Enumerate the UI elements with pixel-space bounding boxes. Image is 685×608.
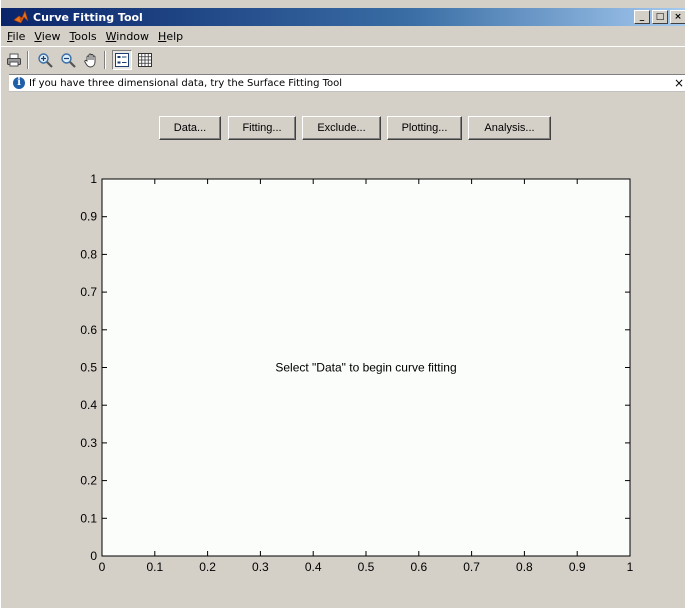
- y-tick-label: 0.2: [80, 474, 97, 488]
- x-tick-label: 0.8: [516, 560, 533, 574]
- menu-window-mnemonic: W: [105, 29, 117, 43]
- y-tick-label: 0.6: [80, 323, 97, 337]
- pan-icon: [84, 53, 96, 68]
- y-tick-label: 0.9: [80, 210, 97, 224]
- info-bar: i If you have three dimensional data, tr…: [9, 74, 685, 92]
- x-tick-label: 1: [627, 560, 634, 574]
- maximize-button[interactable]: □: [652, 10, 668, 24]
- toolbar-separator: [104, 51, 106, 69]
- window-controls: _ □ ×: [632, 10, 685, 24]
- menu-help-rest: elp: [166, 29, 184, 43]
- x-tick-label: 0.9: [569, 560, 586, 574]
- y-tick-label: 0.7: [80, 285, 97, 299]
- y-tick-labels: 0 0.1 0.2 0.3 0.4 0.5 0.6 0.7 0.8 0.9 1: [80, 172, 97, 563]
- x-tick-label: 0.4: [305, 560, 322, 574]
- grid-icon: [138, 53, 152, 67]
- x-tick-label: 0.2: [199, 560, 216, 574]
- axes-background: [101, 178, 631, 557]
- legend-icon: [115, 53, 129, 67]
- menu-window[interactable]: Window: [106, 30, 149, 43]
- menu-file[interactable]: File: [7, 30, 25, 43]
- y-tick-label: 0.5: [80, 361, 97, 375]
- zoom-in-icon: [38, 53, 53, 68]
- analysis-button[interactable]: Analysis...: [468, 116, 551, 140]
- menu-view-rest: iew: [41, 29, 61, 43]
- axis-ticks: [101, 178, 631, 557]
- y-tick-label: 1: [90, 172, 97, 186]
- info-message: If you have three dimensional data, try …: [29, 77, 343, 89]
- menu-view-mnemonic: V: [34, 29, 42, 43]
- pan-button[interactable]: [81, 50, 101, 70]
- fitting-button[interactable]: Fitting...: [228, 116, 296, 140]
- info-bar-close-button[interactable]: ×: [673, 76, 684, 90]
- data-button[interactable]: Data...: [159, 116, 221, 140]
- x-tick-labels: 0 0.1 0.2 0.3 0.4 0.5 0.6 0.7 0.8 0.9 1: [99, 560, 634, 574]
- menu-file-rest: ile: [12, 29, 26, 43]
- x-tick-label: 0.3: [252, 560, 269, 574]
- y-tick-label: 0: [90, 549, 97, 563]
- print-icon: [7, 53, 21, 67]
- x-tick-label: 0.6: [410, 560, 427, 574]
- x-tick-label: 0: [99, 560, 106, 574]
- menu-tools-rest: ools: [74, 29, 97, 43]
- menu-tools[interactable]: Tools: [70, 30, 97, 43]
- zoom-in-button[interactable]: [35, 50, 55, 70]
- print-button[interactable]: [4, 50, 24, 70]
- grid-toggle-button[interactable]: [135, 50, 155, 70]
- y-tick-label: 0.1: [80, 511, 97, 525]
- menu-view[interactable]: View: [34, 30, 60, 43]
- x-tick-label: 0.7: [463, 560, 480, 574]
- menu-bar: File View Tools Window Help: [1, 28, 685, 44]
- x-tick-label: 0.5: [358, 560, 375, 574]
- x-tick-label: 0.1: [146, 560, 163, 574]
- toolbar-separator: [27, 51, 29, 69]
- matlab-logo-icon: [13, 10, 29, 24]
- menu-tools-mnemonic: T: [69, 29, 75, 43]
- minimize-button[interactable]: _: [634, 10, 650, 24]
- close-button[interactable]: ×: [670, 10, 685, 24]
- title-bar[interactable]: Curve Fitting Tool _ □ ×: [1, 8, 685, 26]
- action-buttons: Data... Fitting... Exclude... Plotting..…: [1, 116, 685, 142]
- zoom-out-button[interactable]: [58, 50, 78, 70]
- window-title: Curve Fitting Tool: [33, 10, 143, 24]
- legend-toggle-button[interactable]: [112, 50, 132, 70]
- y-tick-label: 0.4: [80, 398, 97, 412]
- menu-file-mnemonic: F: [7, 29, 13, 43]
- info-icon: i: [13, 77, 25, 89]
- toolbar: [1, 46, 685, 73]
- menu-help[interactable]: Help: [158, 30, 183, 43]
- y-tick-label: 0.8: [80, 247, 97, 261]
- y-tick-label: 0.3: [80, 436, 97, 450]
- exclude-button[interactable]: Exclude...: [302, 116, 381, 140]
- zoom-out-icon: [61, 53, 76, 68]
- plot-empty-message: Select "Data" to begin curve fitting: [275, 361, 456, 375]
- menu-help-mnemonic: H: [158, 29, 167, 43]
- menu-window-rest: indow: [116, 29, 150, 43]
- plotting-button[interactable]: Plotting...: [387, 116, 462, 140]
